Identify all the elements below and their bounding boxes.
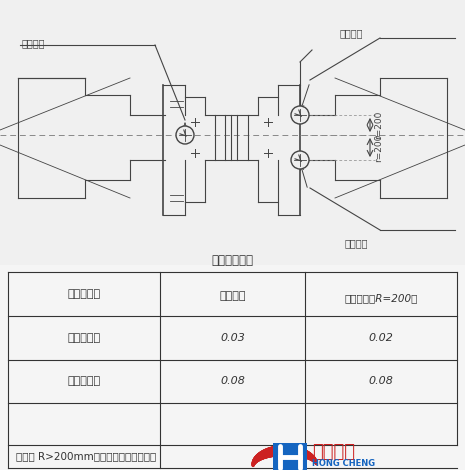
Text: 轴向跳动（R=200）: 轴向跳动（R=200） [344, 293, 418, 303]
Text: HONG CHENG: HONG CHENG [312, 459, 375, 468]
Text: 径向跳动: 径向跳动 [219, 291, 246, 301]
Text: 0.02: 0.02 [369, 333, 393, 343]
Text: r=200: r=200 [374, 111, 383, 139]
Text: 如需要 R>200mm，轴向跳动量相应增大: 如需要 R>200mm，轴向跳动量相应增大 [16, 452, 156, 462]
Text: 刚性联轴器: 刚性联轴器 [67, 333, 100, 343]
Circle shape [176, 126, 194, 144]
Text: r=200: r=200 [374, 133, 383, 162]
Bar [0, 0, 465, 265]
Text: 径向跳动: 径向跳动 [22, 38, 46, 48]
Bar [273, 442, 307, 470]
Text: 联轴器类型: 联轴器类型 [67, 289, 100, 299]
Text: 0.08: 0.08 [369, 376, 393, 386]
Text: 轴向跳动: 轴向跳动 [340, 28, 364, 38]
Text: 弹性联轴器: 弹性联轴器 [67, 376, 100, 386]
Text: 用于找正简图: 用于找正简图 [211, 254, 253, 267]
Text: 桂林鸿程: 桂林鸿程 [312, 442, 355, 461]
Text: 0.08: 0.08 [220, 376, 245, 386]
Circle shape [291, 106, 309, 124]
Text: 0.03: 0.03 [220, 333, 245, 343]
Text: 轴向跳动: 轴向跳动 [345, 238, 368, 248]
Circle shape [291, 151, 309, 169]
